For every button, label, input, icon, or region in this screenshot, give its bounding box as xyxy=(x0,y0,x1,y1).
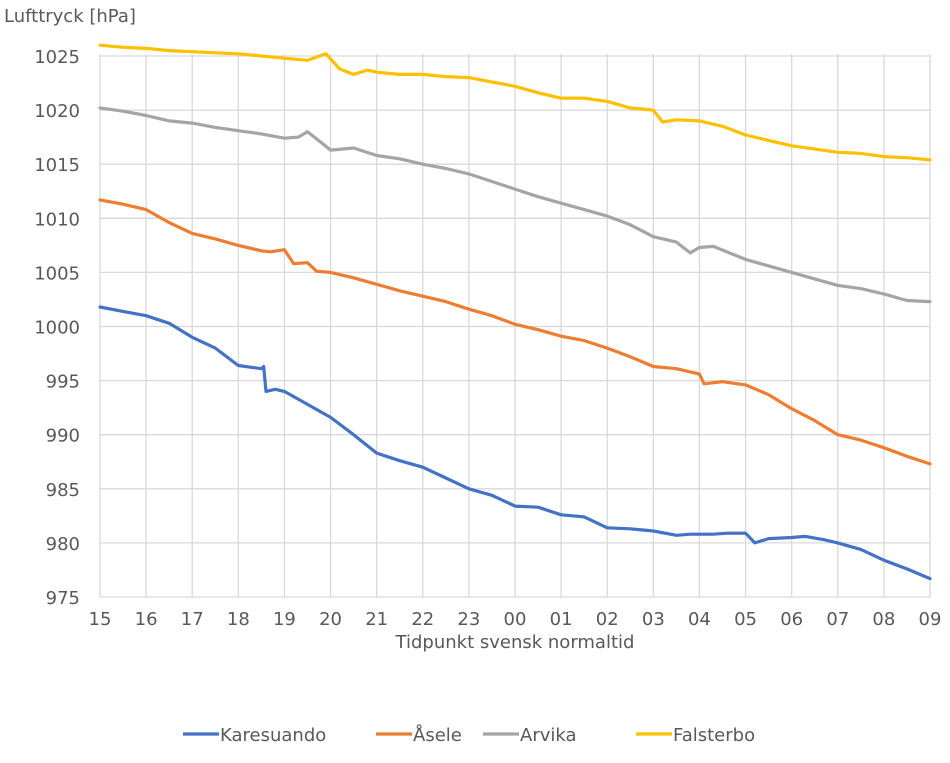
x-axis-title: Tidpunkt svensk normaltid xyxy=(395,632,635,653)
x-tick-label: 01 xyxy=(550,609,573,630)
y-tick-label: 985 xyxy=(46,480,80,501)
x-tick-label: 20 xyxy=(319,609,342,630)
y-axis-tick-labels: 975 980 985 990 995 1000 1005 1010 1015 1020 1025 xyxy=(34,47,80,609)
legend-label: Arvika xyxy=(520,725,577,746)
series-line-arvika xyxy=(98,106,932,304)
legend-item: Falsterbo xyxy=(636,725,755,746)
y-tick-label: 1005 xyxy=(34,263,80,284)
x-tick-label: 07 xyxy=(826,609,849,630)
y-tick-label: 1015 xyxy=(34,155,80,176)
x-tick-label: 23 xyxy=(457,609,480,630)
vertical-gridlines xyxy=(99,54,931,597)
y-axis-title: Lufttryck [hPa] xyxy=(4,6,136,27)
series-line-karesuando xyxy=(98,305,932,581)
y-tick-label: 1025 xyxy=(34,47,80,68)
y-tick-label: 980 xyxy=(46,534,80,555)
x-tick-label: 09 xyxy=(919,609,942,630)
series-line-falsterbo xyxy=(98,43,932,162)
legend-item: Karesuando xyxy=(183,725,326,746)
x-tick-label: 17 xyxy=(181,609,204,630)
x-tick-label: 02 xyxy=(596,609,619,630)
y-tick-label: 975 xyxy=(46,588,80,609)
x-tick-label: 16 xyxy=(135,609,158,630)
x-tick-label: 15 xyxy=(89,609,112,630)
series-lines xyxy=(98,43,932,581)
legend-label: Falsterbo xyxy=(673,725,755,746)
y-tick-label: 1020 xyxy=(34,101,80,122)
y-tick-label: 990 xyxy=(46,426,80,447)
x-axis-tick-labels: 15 16 17 18 19 20 21 22 23 00 01 02 03 04 05 06 07 08 09 xyxy=(89,609,942,630)
x-tick-label: 00 xyxy=(504,609,527,630)
legend-label: Åsele xyxy=(413,724,462,746)
legend: Karesuando Åsele Arvika Falsterbo xyxy=(183,724,755,746)
x-tick-label: 04 xyxy=(688,609,711,630)
x-tick-label: 06 xyxy=(780,609,803,630)
x-tick-label: 19 xyxy=(273,609,296,630)
series-line-sele xyxy=(98,198,932,466)
x-tick-label: 22 xyxy=(411,609,434,630)
x-tick-label: 05 xyxy=(734,609,757,630)
y-tick-label: 1000 xyxy=(34,318,80,339)
legend-item: Arvika xyxy=(483,725,577,746)
x-tick-label: 21 xyxy=(365,609,388,630)
legend-item: Åsele xyxy=(376,724,462,746)
y-tick-label: 995 xyxy=(46,372,80,393)
y-tick-label: 1010 xyxy=(34,209,80,230)
x-tick-label: 08 xyxy=(872,609,895,630)
legend-label: Karesuando xyxy=(220,725,326,746)
x-tick-label: 18 xyxy=(227,609,250,630)
x-tick-label: 03 xyxy=(642,609,665,630)
